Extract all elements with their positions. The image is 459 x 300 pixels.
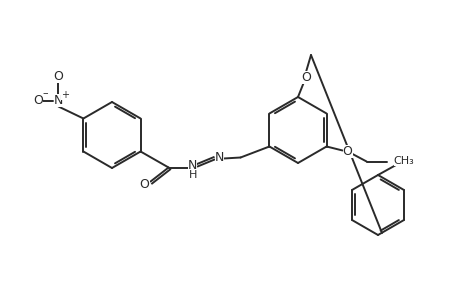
Text: O: O: [53, 70, 63, 83]
Text: N: N: [214, 151, 224, 164]
Text: N: N: [54, 94, 63, 107]
Text: +: +: [62, 89, 69, 100]
Text: –: –: [43, 88, 48, 98]
Text: O: O: [300, 70, 310, 83]
Text: H: H: [188, 169, 196, 179]
Text: O: O: [34, 94, 43, 107]
Text: O: O: [140, 178, 149, 191]
Text: CH₃: CH₃: [393, 156, 414, 166]
Text: O: O: [342, 145, 352, 158]
Text: N: N: [187, 159, 197, 172]
